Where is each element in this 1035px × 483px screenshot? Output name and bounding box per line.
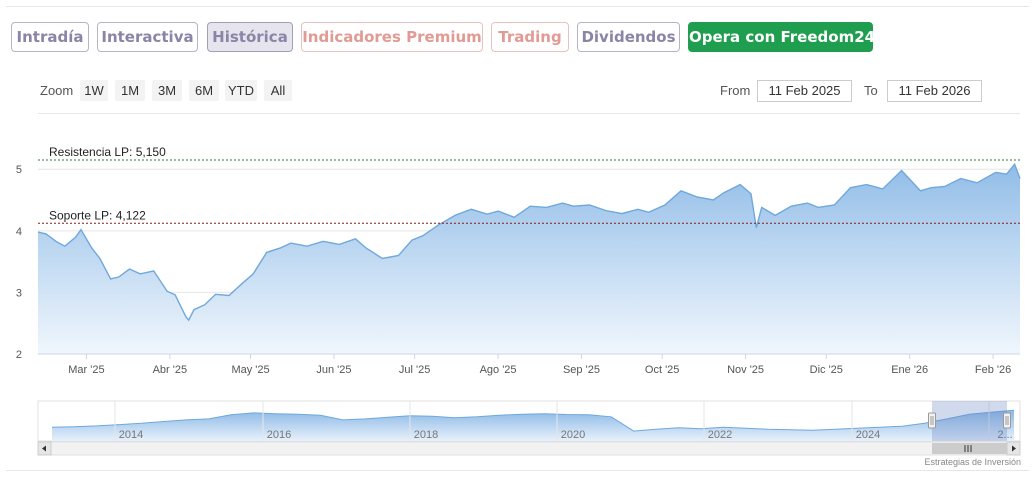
zoom-1m-button[interactable]: 1M [115, 80, 145, 101]
from-date-input[interactable]: 11 Feb 2025 [757, 80, 852, 102]
tab-trading[interactable]: Trading [491, 22, 569, 52]
x-tick-label: May '25 [231, 364, 269, 376]
zoom-1w-button[interactable]: 1W [80, 80, 108, 101]
tab-historica[interactable]: Histórica [207, 22, 293, 52]
scroll-right-button[interactable] [1006, 441, 1021, 456]
x-tick-label: Dic '25 [810, 364, 843, 376]
y-tick-label: 4 [16, 226, 22, 238]
navigator-tick-label: 2022 [708, 429, 732, 441]
scroll-right-icon [1012, 445, 1016, 452]
price-area [38, 164, 1020, 354]
y-tick-label: 3 [16, 287, 22, 299]
header-divider [38, 113, 1020, 114]
zoom-all-button[interactable]: All [264, 80, 292, 101]
zoom-ytd-button[interactable]: YTD [225, 80, 257, 101]
x-tick-label: Ago '25 [480, 364, 517, 376]
y-tick-label: 2 [16, 349, 22, 361]
x-tick-label: Nov '25 [727, 364, 764, 376]
navigator-right-handle[interactable] [1003, 412, 1011, 429]
y-tick-label: 5 [16, 164, 22, 176]
scrollbar-thumb[interactable] [932, 443, 1007, 454]
x-tick-label: Ene '26 [891, 364, 928, 376]
navigator-selection[interactable] [932, 401, 1007, 441]
resistance-label: Resistencia LP: 5,150 [49, 145, 166, 159]
zoom-3m-button[interactable]: 3M [152, 80, 182, 101]
from-label: From [720, 83, 751, 98]
tab-intradia[interactable]: Intradía [11, 22, 89, 52]
navigator-tick-label: 2024 [856, 429, 880, 441]
support-label: Soporte LP: 4,122 [49, 208, 146, 222]
navigator-tick-label: 2020 [561, 429, 585, 441]
x-tick-label: Jun '25 [316, 364, 351, 376]
navigator-tick-label: 2014 [119, 429, 143, 441]
zoom-6m-button[interactable]: 6M [189, 80, 219, 101]
date-range: From 11 Feb 2025 To 11 Feb 2026 [0, 80, 1035, 102]
tab-interactiva[interactable]: Interactiva [97, 22, 198, 52]
x-tick-label: Oct '25 [645, 364, 680, 376]
x-tick-label: Mar '25 [68, 364, 104, 376]
navigator-tick-label: 2... [997, 429, 1012, 441]
x-tick-label: Feb '26 [975, 364, 1011, 376]
price-line [37, 162, 1021, 322]
scroll-left-button[interactable] [37, 441, 52, 456]
opera-freedom24-button[interactable]: Opera con Freedom24 [688, 22, 875, 52]
x-tick-label: Sep '25 [563, 364, 600, 376]
navigator-line [51, 409, 1015, 432]
zoom-label: Zoom [40, 83, 74, 98]
bottom-divider [6, 470, 1029, 471]
navigator-tick-label: 2018 [414, 429, 438, 441]
top-divider [6, 6, 1029, 7]
to-date-input[interactable]: 11 Feb 2026 [887, 80, 982, 102]
x-tick-label: Jul '25 [399, 364, 430, 376]
credit-text: Estrategias de Inversión [924, 457, 1021, 467]
navigator-tick-label: 2016 [267, 429, 291, 441]
x-tick-label: Abr '25 [153, 364, 188, 376]
to-label: To [864, 83, 878, 98]
navigator-frame [37, 400, 1021, 442]
tab-dividendos[interactable]: Dividendos [577, 22, 680, 52]
tab-indicadores-premium[interactable]: Indicadores Premium [301, 22, 483, 52]
scroll-left-icon [42, 445, 46, 452]
scrollbar-track[interactable] [37, 441, 1021, 456]
navigator-area [52, 410, 1014, 441]
navigator-left-handle[interactable] [928, 412, 936, 429]
